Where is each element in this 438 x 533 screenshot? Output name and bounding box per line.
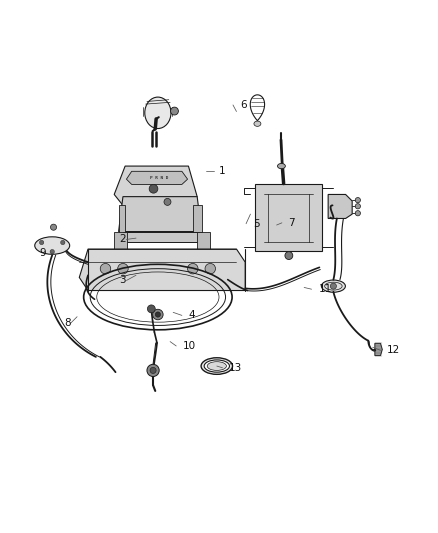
Polygon shape [375, 343, 382, 356]
Circle shape [170, 107, 178, 115]
Text: P R N D: P R N D [149, 176, 168, 180]
Polygon shape [255, 183, 321, 251]
Circle shape [148, 305, 155, 313]
Polygon shape [114, 166, 197, 205]
Text: 3: 3 [120, 276, 126, 286]
Circle shape [118, 263, 128, 274]
Text: 1: 1 [219, 166, 226, 176]
Ellipse shape [207, 362, 226, 370]
Polygon shape [328, 195, 352, 219]
Circle shape [187, 263, 198, 274]
Circle shape [100, 263, 111, 274]
Circle shape [50, 224, 57, 230]
Circle shape [50, 249, 54, 254]
Text: 5: 5 [253, 219, 260, 229]
Text: 13: 13 [229, 363, 242, 373]
Text: 10: 10 [183, 341, 196, 351]
Text: 11: 11 [318, 284, 332, 294]
Polygon shape [114, 231, 127, 253]
Polygon shape [197, 231, 210, 253]
Text: 8: 8 [64, 318, 71, 328]
Circle shape [355, 198, 360, 203]
Circle shape [355, 204, 360, 209]
Circle shape [155, 312, 160, 317]
Circle shape [164, 198, 171, 205]
Text: 9: 9 [39, 248, 46, 259]
Circle shape [152, 309, 163, 320]
Circle shape [355, 211, 360, 216]
Ellipse shape [201, 358, 233, 374]
Circle shape [60, 240, 65, 245]
Text: 2: 2 [120, 235, 126, 245]
Text: 12: 12 [387, 345, 400, 356]
Circle shape [205, 263, 215, 274]
Circle shape [285, 252, 293, 260]
Ellipse shape [278, 164, 286, 169]
Ellipse shape [321, 280, 346, 292]
Circle shape [330, 283, 336, 289]
Polygon shape [119, 197, 201, 231]
Circle shape [149, 184, 158, 193]
Ellipse shape [204, 360, 230, 372]
Circle shape [150, 367, 156, 374]
Ellipse shape [254, 121, 261, 126]
Text: 7: 7 [288, 218, 295, 228]
Polygon shape [127, 171, 187, 184]
Ellipse shape [145, 97, 171, 128]
Polygon shape [193, 205, 201, 240]
Polygon shape [119, 205, 125, 240]
Polygon shape [79, 249, 245, 290]
Text: 6: 6 [240, 100, 247, 110]
Polygon shape [123, 231, 201, 243]
Ellipse shape [35, 237, 70, 254]
Circle shape [39, 240, 44, 245]
Circle shape [147, 364, 159, 376]
Text: 4: 4 [188, 310, 195, 320]
